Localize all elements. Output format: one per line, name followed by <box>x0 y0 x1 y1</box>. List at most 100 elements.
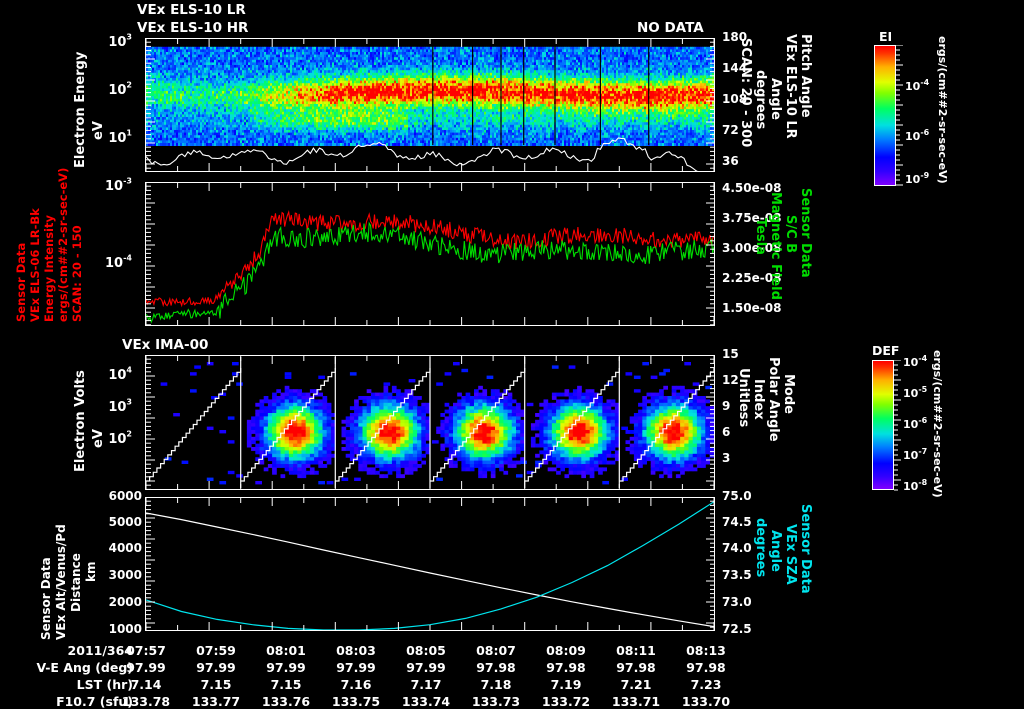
bottom-cell-r1-c1: 97.99 <box>185 662 247 675</box>
panel1-right-sub1: VEx ELS-10 LR <box>784 34 797 139</box>
panel2-right-l2: S/C B <box>784 215 797 253</box>
panel1-right-title: Pitch Angle <box>799 34 812 118</box>
bottom-cell-r3-c0: 133.78 <box>115 696 177 709</box>
bottom-cell-r1-c0: 97.99 <box>115 662 177 675</box>
bottom-cell-r1-c4: 97.99 <box>395 662 457 675</box>
panel4-right-tick-5: 72.5 <box>722 623 752 635</box>
panel1-right-tick-4: 36 <box>722 155 739 167</box>
colorbar1-tick-2: 10-9 <box>905 172 929 186</box>
colorbar1-label: EI <box>879 31 892 44</box>
bottom-cell-r2-c2: 7.15 <box>255 679 317 692</box>
colorbar2-tick-3: 10-7 <box>903 448 927 462</box>
panel2-traces <box>146 183 714 325</box>
bottom-cell-r2-c4: 7.17 <box>395 679 457 692</box>
panel3-right-tick-4: 3 <box>722 452 730 464</box>
colorbar2-tick-4: 10-8 <box>903 479 927 493</box>
panel3-right-tick-2: 9 <box>722 400 730 412</box>
panel3-title: VEx IMA-00 <box>122 339 208 353</box>
bottom-cell-r2-c5: 7.18 <box>465 679 527 692</box>
panel4-right-tick-4: 73.0 <box>722 596 752 608</box>
colorbar1-gradient <box>874 45 896 186</box>
panel3-left-axis-title: Electron Volts <box>74 370 87 472</box>
panel3-right-l1: Mode <box>782 374 795 414</box>
panel4-right-l4: degrees <box>754 518 767 577</box>
panel1-left-axis-title: Electron Energy <box>74 52 87 168</box>
panel2-ytick-0: 10-3 <box>96 175 132 194</box>
panel4-plot-area <box>145 497 715 631</box>
colorbar2-gradient <box>872 360 894 490</box>
panel3-right-l3: Index <box>752 379 765 420</box>
bottom-cell-r2-c6: 7.19 <box>535 679 597 692</box>
bottom-cell-r2-c8: 7.23 <box>675 679 737 692</box>
panel2-left-l4: ergs/(cm##2-sr-sec-eV) <box>58 168 70 322</box>
panel2-right-l4: Tesla <box>754 218 767 255</box>
panel4-ytick-1: 5000 <box>90 516 142 528</box>
bottom-cell-r0-c5: 08:07 <box>465 645 527 658</box>
panel1-right-sub4: SCAN: 20 - 300 <box>739 38 752 147</box>
colorbar2-tick-1: 10-5 <box>903 386 927 400</box>
panel2-right-l3: Magnetic Field <box>769 192 782 300</box>
bottom-cell-r2-c1: 7.15 <box>185 679 247 692</box>
panel3-right-l2: Polar Angle <box>767 357 780 442</box>
colorbar2-label: DEF <box>872 345 899 358</box>
bottom-cell-r2-c0: 7.14 <box>115 679 177 692</box>
panel1-spectrogram <box>146 39 714 171</box>
panel2-left-l5: SCAN: 20 - 150 <box>72 225 84 322</box>
colorbar1-tick-0: 10-4 <box>905 79 929 93</box>
colorbar1-units: ergs/(cm##2-sr-sec-eV) <box>937 36 948 184</box>
panel3-ytick-1: 103 <box>96 396 132 415</box>
panel2-ytick-1: 10-4 <box>96 252 132 271</box>
colorbar2-tick-2: 10-6 <box>903 417 927 431</box>
panel1-title-lr: VEx ELS-10 LR <box>137 4 246 18</box>
panel4-right-tick-1: 74.5 <box>722 516 752 528</box>
bottom-cell-r1-c5: 97.98 <box>465 662 527 675</box>
bottom-cell-r0-c4: 08:05 <box>395 645 457 658</box>
panel4-right-tick-2: 74.0 <box>722 542 752 554</box>
bottom-cell-r2-c7: 7.21 <box>605 679 667 692</box>
panel4-right-l3: Angle <box>769 530 782 572</box>
bottom-cell-r2-c3: 7.16 <box>325 679 387 692</box>
panel1-title-hr: VEx ELS-10 HR <box>137 22 248 36</box>
panel4-left-l3: Distance <box>70 553 82 612</box>
panel4-right-l2: VEx SZA <box>784 524 797 585</box>
panel3-right-tick-0: 15 <box>722 348 739 360</box>
bottom-row-label-0: 2011/364 <box>0 645 133 658</box>
bottom-cell-r0-c6: 08:09 <box>535 645 597 658</box>
bottom-row-label-2: LST (hr) <box>0 679 133 692</box>
bottom-cell-r3-c2: 133.76 <box>255 696 317 709</box>
panel3-plot-area <box>145 355 715 490</box>
colorbar2-ticks <box>894 360 902 491</box>
bottom-cell-r0-c1: 07:59 <box>185 645 247 658</box>
bottom-cell-r1-c2: 97.99 <box>255 662 317 675</box>
panel4-right-tick-0: 75.0 <box>722 490 752 502</box>
bottom-cell-r1-c8: 97.98 <box>675 662 737 675</box>
bottom-cell-r3-c5: 133.73 <box>465 696 527 709</box>
bottom-cell-r0-c0: 07:57 <box>115 645 177 658</box>
panel1-ytick-2: 101 <box>96 127 132 146</box>
panel4-ytick-2: 4000 <box>90 542 142 554</box>
panel4-ytick-3: 3000 <box>90 569 142 581</box>
panel4-ytick-5: 1000 <box>90 623 142 635</box>
panel2-right-l1: Sensor Data <box>799 188 812 278</box>
bottom-cell-r0-c8: 08:13 <box>675 645 737 658</box>
panel2-left-l1: Sensor Data <box>16 243 28 322</box>
panel1-no-data-label: NO DATA <box>637 22 704 36</box>
panel3-right-tick-3: 6 <box>722 426 730 438</box>
colorbar2-units: ergs/(cm##2-sr-sec-eV) <box>932 350 943 498</box>
colorbar1-tick-1: 10-6 <box>905 129 929 143</box>
panel2-left-l3: Energy Intensity <box>44 215 56 322</box>
colorbar2-tick-0: 10-4 <box>903 355 927 369</box>
panel4-traces <box>146 498 714 630</box>
panel3-ytick-0: 104 <box>96 364 132 383</box>
bottom-cell-r3-c4: 133.74 <box>395 696 457 709</box>
bottom-cell-r0-c3: 08:03 <box>325 645 387 658</box>
panel1-right-sub3: degrees <box>754 70 767 129</box>
panel1-right-tick-3: 72 <box>722 124 739 136</box>
bottom-cell-r3-c3: 133.75 <box>325 696 387 709</box>
bottom-row-label-3: F10.7 (sfu) <box>0 696 133 709</box>
panel3-ytick-2: 102 <box>96 428 132 447</box>
panel1-right-sub2: Angle <box>769 78 782 120</box>
panel1-ytick-1: 102 <box>96 79 132 98</box>
panel3-spectrogram <box>146 356 714 489</box>
